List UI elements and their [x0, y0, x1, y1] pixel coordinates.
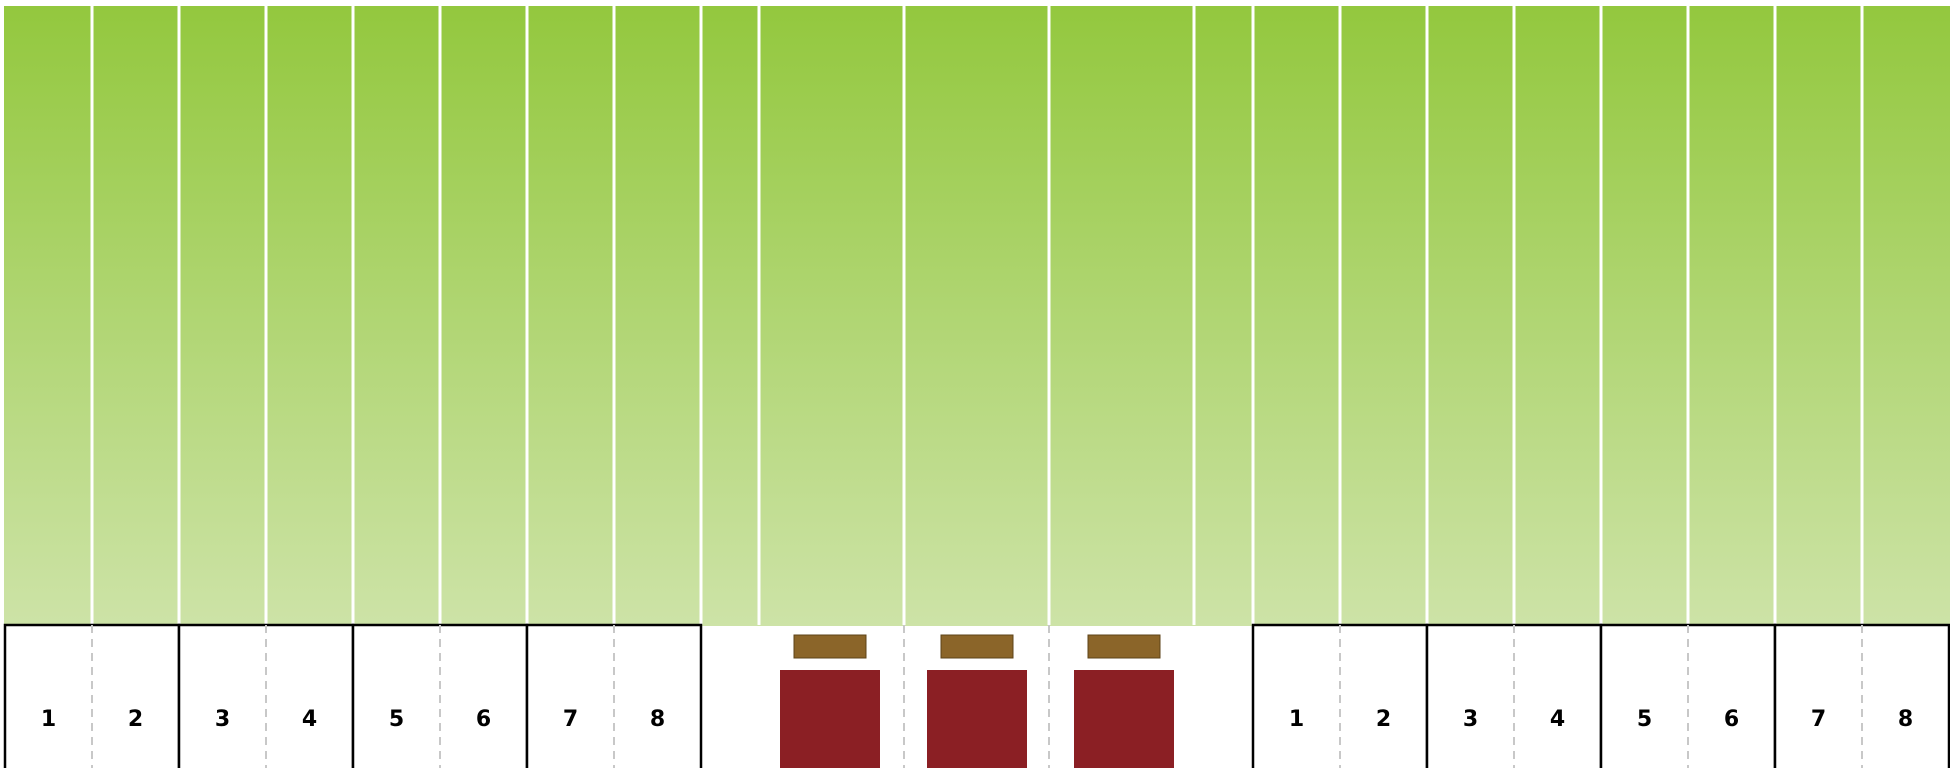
right-stall-number-8: 8: [1898, 707, 1913, 732]
vehicle-body-2: [927, 670, 1027, 768]
right-stall-number-1: 1: [1289, 707, 1304, 732]
right-stall-number-2: 2: [1376, 707, 1391, 732]
left-stall-number-7: 7: [563, 707, 578, 732]
left-stall-number-1: 1: [41, 707, 56, 732]
left-stall-number-5: 5: [389, 707, 404, 732]
right-stall-number-3: 3: [1463, 707, 1478, 732]
stall-group-left: 1 2 3 4 5 6 7 8: [3, 623, 703, 768]
right-stall-number-6: 6: [1724, 707, 1739, 732]
vehicle-top-2: [940, 634, 1014, 659]
green-field: [4, 6, 1950, 626]
vehicle-top-1: [793, 634, 867, 659]
left-stall-number-6: 6: [476, 707, 491, 732]
left-stall-number-8: 8: [650, 707, 665, 732]
center-divider-posts: [903, 625, 1050, 768]
right-stall-number-4: 4: [1550, 707, 1565, 732]
vehicle-body-1: [780, 670, 880, 768]
right-stall-number-5: 5: [1637, 707, 1652, 732]
left-stall-number-3: 3: [215, 707, 230, 732]
vehicle-top-3: [1087, 634, 1161, 659]
stall-group-right: 1 2 3 4 5 6 7 8: [1251, 623, 1950, 768]
left-stall-number-2: 2: [128, 707, 143, 732]
field-strip-lines: [90, 6, 1864, 625]
vehicle-body-3: [1074, 670, 1174, 768]
right-stall-number-7: 7: [1811, 707, 1826, 732]
left-stall-number-4: 4: [302, 707, 317, 732]
center-vehicles: [780, 634, 1174, 768]
